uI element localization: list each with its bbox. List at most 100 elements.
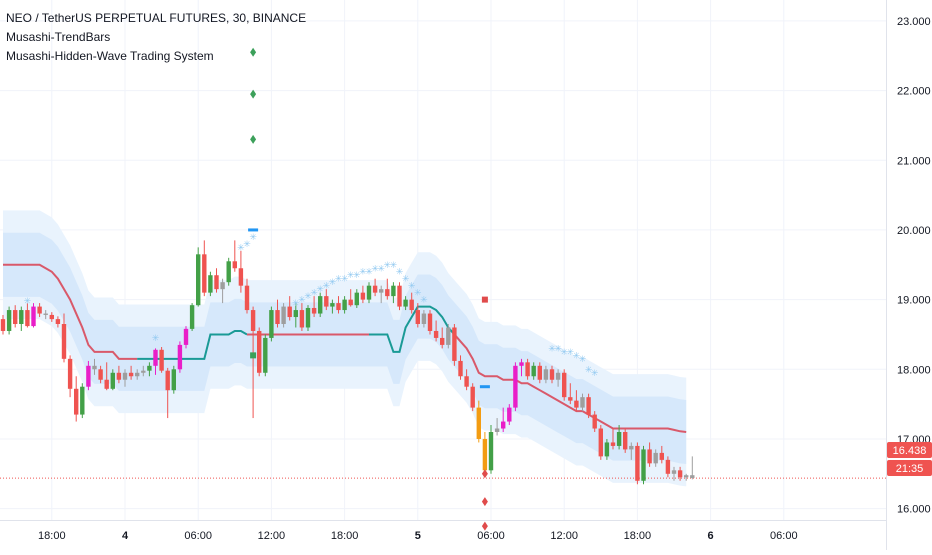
candle-body <box>379 289 384 293</box>
candle-body <box>562 372 567 398</box>
price-tags: 16.438 21:35 <box>887 442 932 476</box>
candle-body <box>513 365 518 408</box>
candle-body <box>427 313 433 331</box>
candle-body <box>269 310 274 338</box>
candle-body <box>507 407 512 422</box>
candle-body <box>263 337 268 373</box>
candle-body <box>244 285 250 311</box>
candle-body <box>360 292 366 300</box>
candle-body <box>494 428 500 432</box>
indicator-trendbars[interactable]: Musashi-TrendBars <box>6 30 111 44</box>
candle-body <box>647 449 652 464</box>
green-square-marker <box>250 352 257 359</box>
star-marker: ✳ <box>554 344 562 354</box>
candle-body <box>482 438 488 471</box>
price-axis[interactable]: 23.00022.00021.00020.00019.00018.00017.0… <box>886 0 931 550</box>
candle-body <box>501 421 506 429</box>
last-price-tag-bg <box>887 442 932 458</box>
candle-body <box>690 475 695 478</box>
time-axis[interactable]: 18:00 4 06:00 12:00 18:00 5 06:00 12:00 18:00 6 06… <box>0 520 886 543</box>
candle-body <box>470 386 475 408</box>
candle-body <box>671 470 677 474</box>
star-marker: ✳ <box>249 233 257 243</box>
price-tick-label: 21.000 <box>897 155 931 167</box>
baseline-segment <box>3 263 138 360</box>
star-marker: ✳ <box>591 369 599 379</box>
candle-body <box>659 452 664 460</box>
symbol-title[interactable]: NEO / TetherUS PERPETUAL FUTURES, 30, BI… <box>6 11 307 25</box>
candle-body <box>98 369 103 380</box>
candle-body <box>629 445 634 450</box>
candle-body <box>220 282 225 290</box>
candle-body <box>165 370 170 391</box>
grid-lines <box>0 0 886 520</box>
candle-body <box>257 330 262 373</box>
candle-body <box>232 261 237 269</box>
price-tick-label: 16.000 <box>897 504 931 516</box>
candle-body <box>208 275 213 293</box>
candles <box>0 240 695 485</box>
countdown-tag: 21:35 <box>896 463 924 475</box>
candle-body <box>116 372 122 380</box>
star-marker: ✳ <box>310 289 318 299</box>
candle-body <box>171 369 176 391</box>
time-tick-label: 18:00 <box>38 530 66 542</box>
candle-body <box>80 386 85 415</box>
candle-body <box>531 365 536 377</box>
star-marker: ✳ <box>316 285 324 295</box>
candle-body <box>452 327 457 361</box>
indicator-hidden-wave[interactable]: Musashi-Hidden-Wave Trading System <box>6 49 214 63</box>
candle-body <box>592 414 597 429</box>
candle-body <box>421 313 427 324</box>
candle-body <box>275 310 280 324</box>
candle-body <box>153 349 158 366</box>
price-tick-label: 19.000 <box>897 295 931 307</box>
candle-body <box>49 314 54 320</box>
green-diamond-marker <box>250 134 257 144</box>
star-marker: ✳ <box>24 297 32 307</box>
candle-body <box>25 310 30 327</box>
candle-body <box>586 397 591 415</box>
candle-body <box>92 365 97 370</box>
baseline-segment <box>369 305 456 353</box>
star-marker: ✳ <box>371 264 379 274</box>
star-marker: ✳ <box>365 268 373 278</box>
star-marker: ✳ <box>304 292 312 302</box>
candle-body <box>122 372 128 380</box>
price-tick-label: 23.000 <box>897 16 931 28</box>
star-marker: ✳ <box>408 282 416 292</box>
candle-body <box>141 370 146 373</box>
star-marker: ✳ <box>579 355 587 365</box>
candle-body <box>580 397 585 408</box>
candle-body <box>318 296 323 314</box>
candle-body <box>281 306 286 324</box>
star-marker: ✳ <box>420 296 428 306</box>
green-diamond-marker <box>250 89 257 99</box>
candle-body <box>214 275 219 290</box>
candle-body <box>0 319 6 331</box>
time-tick-label: 6 <box>708 530 714 542</box>
candle-body <box>574 400 579 408</box>
candle-body <box>403 299 408 307</box>
candle-body <box>409 299 414 311</box>
star-marker: ✳ <box>341 275 349 285</box>
candle-body <box>55 319 61 324</box>
time-tick-label: 12:00 <box>258 530 286 542</box>
candle-body <box>147 365 152 371</box>
candle-body <box>519 362 524 366</box>
candle-body <box>635 445 640 481</box>
candle-body <box>366 285 372 300</box>
candle-body <box>336 303 341 311</box>
star-marker: ✳ <box>585 365 593 375</box>
countdown-tag-bg <box>887 460 932 476</box>
candle-body <box>677 470 683 478</box>
candle-body <box>555 372 561 380</box>
time-tick-label: 18:00 <box>331 530 359 542</box>
candle-body <box>330 303 335 307</box>
star-marker: ✳ <box>298 296 306 306</box>
candle-body <box>665 459 671 474</box>
baseline-segment <box>453 333 687 433</box>
candle-body <box>537 365 542 380</box>
